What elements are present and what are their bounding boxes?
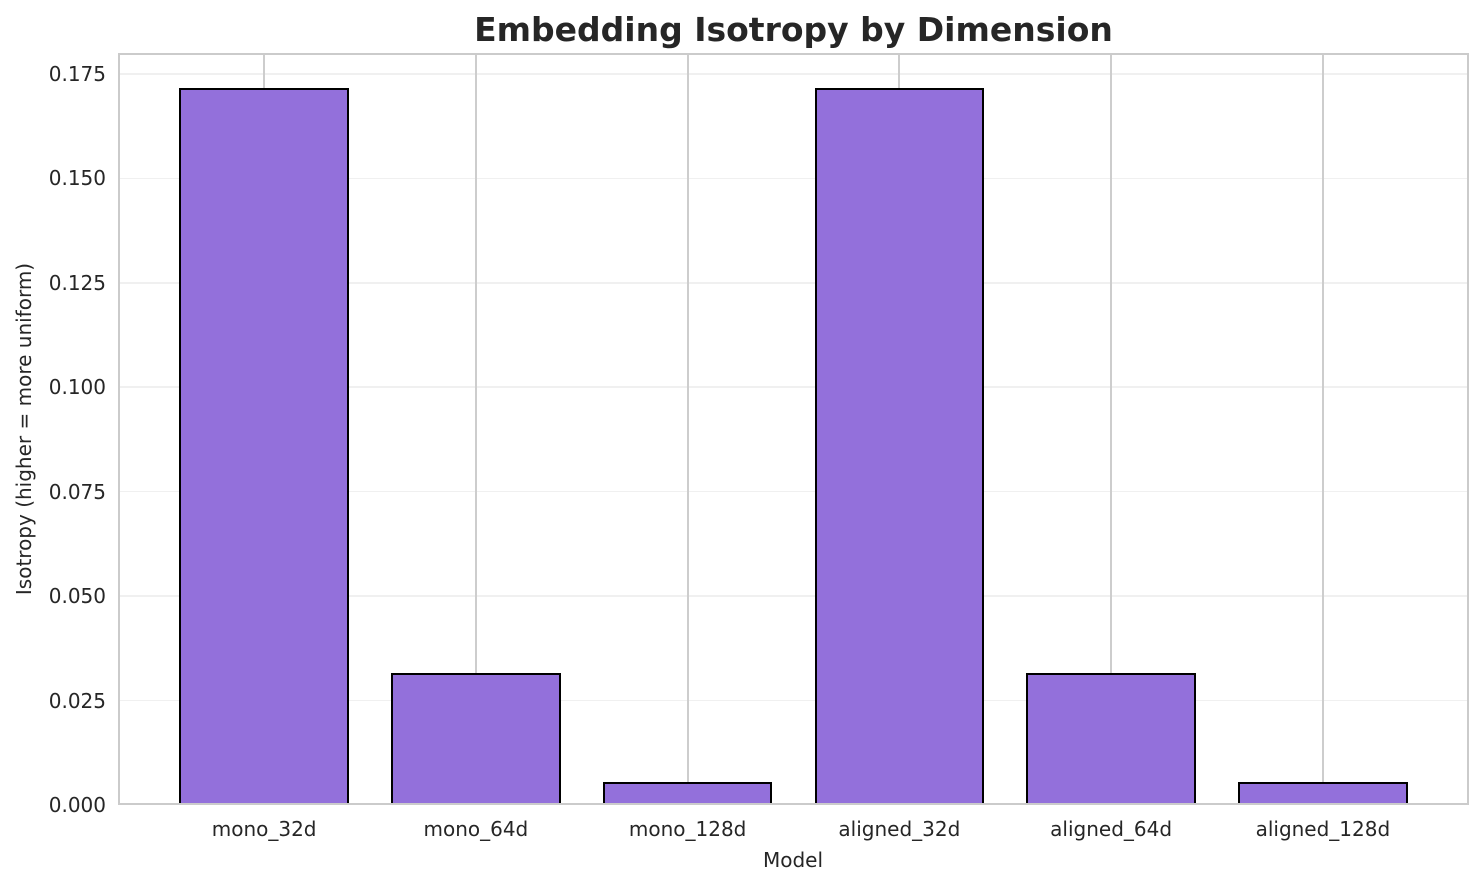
x-tick-label: mono_64d xyxy=(423,817,529,841)
bar-mono_32d xyxy=(179,88,349,805)
y-tick-label: 0.150 xyxy=(48,166,106,191)
bar-mono_64d xyxy=(391,672,561,805)
y-tick-label: 0.175 xyxy=(48,61,106,86)
y-tick-label: 0.100 xyxy=(48,375,106,400)
x-axis-label: Model xyxy=(762,848,824,872)
h-gridline xyxy=(118,282,1469,284)
x-tick-label: aligned_128d xyxy=(1255,817,1391,841)
chart-title: Embedding Isotropy by Dimension xyxy=(474,10,1113,49)
x-tick-label: mono_128d xyxy=(628,817,747,841)
y-tick-label: 0.025 xyxy=(48,688,106,713)
v-gridline xyxy=(1110,53,1113,805)
h-gridline xyxy=(118,73,1469,75)
y-tick-label: 0.125 xyxy=(48,270,106,295)
h-gridline xyxy=(118,699,1469,702)
plot-area xyxy=(118,53,1469,805)
h-gridline xyxy=(118,490,1469,493)
x-tick-label: aligned_64d xyxy=(1050,817,1173,841)
bar-mono_128d xyxy=(602,781,773,805)
h-gridline xyxy=(118,386,1469,388)
h-gridline xyxy=(118,595,1469,597)
bar-aligned_32d xyxy=(814,88,985,805)
y-tick-label: 0.050 xyxy=(48,584,106,609)
y-tick-label: 0.075 xyxy=(48,479,106,504)
v-gridline xyxy=(1321,53,1324,805)
v-gridline xyxy=(686,53,689,805)
x-tick-label: mono_32d xyxy=(211,817,317,841)
h-gridline xyxy=(118,177,1469,180)
bar-aligned_128d xyxy=(1238,781,1408,805)
bar-aligned_64d xyxy=(1026,672,1196,805)
y-axis-label: Isotropy (higher = more uniform) xyxy=(12,262,36,596)
v-gridline xyxy=(474,53,477,805)
y-tick-label: 0.000 xyxy=(48,793,106,817)
x-tick-label: aligned_32d xyxy=(838,817,961,841)
